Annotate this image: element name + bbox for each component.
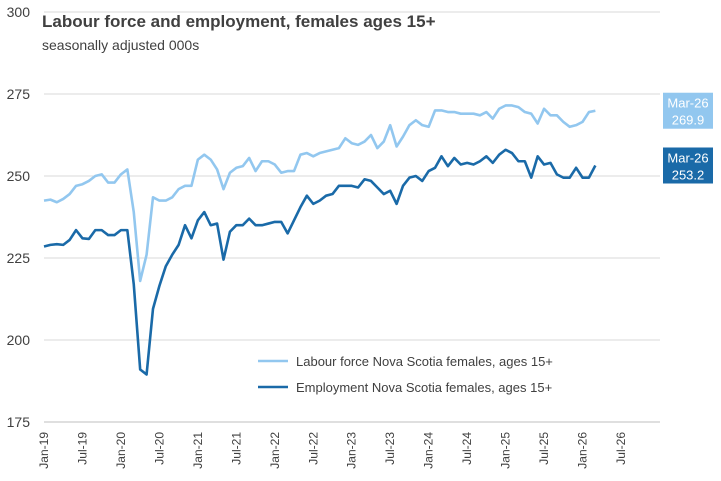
x-tick-label: Jan-24 [422,432,436,469]
series-line [43,148,597,376]
legend-label: Labour force Nova Scotia females, ages 1… [296,354,553,369]
callout-value: 269.9 [672,113,705,128]
x-tick-label: Jul-26 [614,432,628,465]
x-tick-label: Jan-22 [268,432,282,469]
x-tick-label: Jul-22 [306,432,320,465]
legend-label: Employment Nova Scotia females, ages 15+ [296,380,552,395]
callout-date: Mar-26 [667,96,708,111]
x-tick-label: Jan-20 [114,432,128,469]
x-tick-label: Jan-19 [37,432,51,469]
x-tick-label: Jan-26 [576,432,590,469]
x-tick-label: Jan-25 [499,432,513,469]
callout-date: Mar-26 [667,151,708,166]
x-tick-label: Jan-23 [345,432,359,469]
callout-value: 253.2 [672,168,705,183]
y-tick-label: 275 [7,86,31,102]
x-tick-label: Jul-25 [537,432,551,465]
x-tick-label: Jul-21 [229,432,243,465]
chart-title: Labour force and employment, females age… [42,12,436,31]
callout-box [663,92,713,129]
x-tick-label: Jul-23 [383,432,397,465]
chart-subtitle: seasonally adjusted 000s [42,37,199,53]
callout-box [663,147,713,184]
y-tick-label: 175 [7,414,31,430]
x-tick-label: Jul-19 [75,432,89,465]
y-tick-label: 200 [7,332,31,348]
y-tick-label: 250 [7,168,31,184]
x-tick-label: Jul-20 [152,432,166,465]
y-tick-label: 225 [7,250,31,266]
y-tick-label: 300 [7,4,31,20]
x-tick-label: Jul-24 [460,432,474,465]
series-line [43,104,596,283]
x-tick-label: Jan-21 [191,432,205,469]
